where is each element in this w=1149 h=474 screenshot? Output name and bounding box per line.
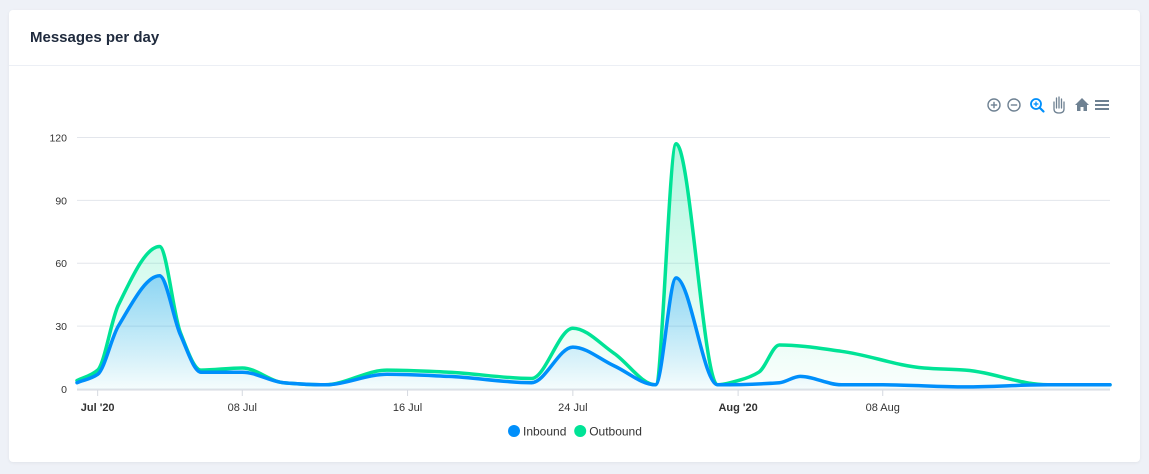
x-tick-label: Jul '20 xyxy=(81,402,115,414)
x-tick-label: 08 Aug xyxy=(866,402,900,414)
y-tick-label: 30 xyxy=(55,321,67,333)
legend-label: Outbound xyxy=(589,425,642,439)
y-tick-label: 60 xyxy=(55,258,67,270)
y-axis: 0 30 60 90 120 xyxy=(49,132,67,396)
line-inbound xyxy=(75,274,1112,389)
menu-icon[interactable] xyxy=(1095,100,1109,110)
zoom-out-icon[interactable] xyxy=(1007,98,1021,112)
y-tick-label: 90 xyxy=(55,195,67,207)
series-areas xyxy=(77,143,1110,389)
x-tick-label: 16 Jul xyxy=(393,402,422,414)
card-title: Messages per day xyxy=(30,29,160,46)
messages-per-day-chart: 0 30 60 90 120 Jul '20 08 Jul 16 Jul 24 Jul Aug … xyxy=(49,96,1112,439)
legend-label: Inbound xyxy=(523,425,566,439)
x-tick-label: 24 Jul xyxy=(558,402,587,414)
y-tick-label: 120 xyxy=(49,132,67,144)
zoom-in-icon[interactable] xyxy=(987,98,1001,112)
chart-card: Messages per day 0 30 60 90 120 Jul '20 08 Ju… xyxy=(9,10,1140,462)
series-lines xyxy=(75,142,1112,389)
x-axis: Jul '20 08 Jul 16 Jul 24 Jul Aug '20 08 Aug xyxy=(77,389,1110,414)
legend: Inbound Outbound xyxy=(508,425,642,439)
area-inbound xyxy=(77,275,1110,389)
x-tick-label: Aug '20 xyxy=(718,402,757,414)
zoom-selection-icon[interactable] xyxy=(1030,98,1045,113)
pan-hand-icon[interactable] xyxy=(1053,96,1065,114)
y-tick-label: 0 xyxy=(61,384,67,396)
card-header: Messages per day xyxy=(9,10,1140,66)
legend-item-inbound[interactable]: Inbound xyxy=(508,425,566,439)
legend-marker xyxy=(508,425,520,437)
home-reset-icon[interactable] xyxy=(1075,98,1089,111)
chart-area: 0 30 60 90 120 Jul '20 08 Jul 16 Jul 24 Jul Aug … xyxy=(9,67,1140,462)
legend-item-outbound[interactable]: Outbound xyxy=(574,425,642,439)
x-tick-label: 08 Jul xyxy=(228,402,257,414)
legend-marker xyxy=(574,425,587,437)
chart-toolbar xyxy=(987,96,1109,114)
